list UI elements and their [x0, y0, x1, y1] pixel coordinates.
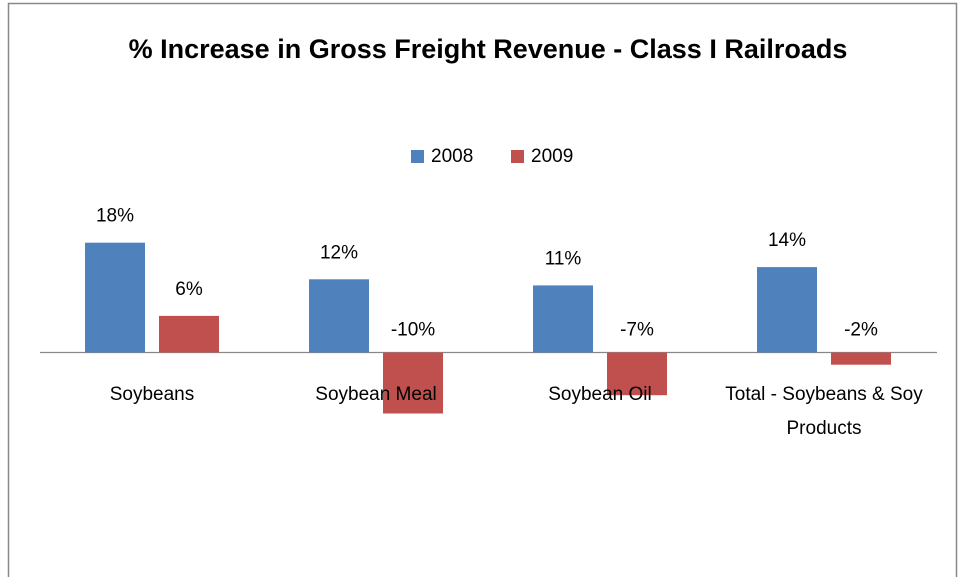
data-label: 14%: [768, 230, 806, 251]
bar: [757, 267, 817, 353]
data-label: -2%: [844, 320, 878, 341]
data-label: 12%: [320, 242, 358, 263]
bar: [607, 352, 667, 396]
legend-swatch: [511, 150, 524, 163]
legend-swatch: [411, 150, 424, 163]
chart-title: % Increase in Gross Freight Revenue - Cl…: [128, 34, 848, 64]
data-label: -10%: [391, 320, 435, 341]
bar: [309, 279, 369, 353]
x-tick-label: Total - Soybeans & Soy Products: [725, 384, 923, 439]
data-label: 6%: [175, 279, 203, 300]
data-label: 18%: [96, 206, 134, 227]
legend-label: 2008: [431, 146, 473, 167]
x-tick-label: Soybean Oil: [548, 384, 652, 405]
x-tick-label: Soybean Meal: [315, 384, 437, 405]
bar: [383, 352, 443, 414]
bar: [85, 242, 145, 353]
bar: [533, 285, 593, 353]
data-label: -7%: [620, 320, 654, 341]
legend-label: 2009: [531, 146, 573, 167]
x-tick-label: Soybeans: [109, 384, 195, 405]
data-label: 11%: [545, 248, 582, 269]
bar: [831, 352, 891, 365]
bar: [159, 315, 219, 353]
